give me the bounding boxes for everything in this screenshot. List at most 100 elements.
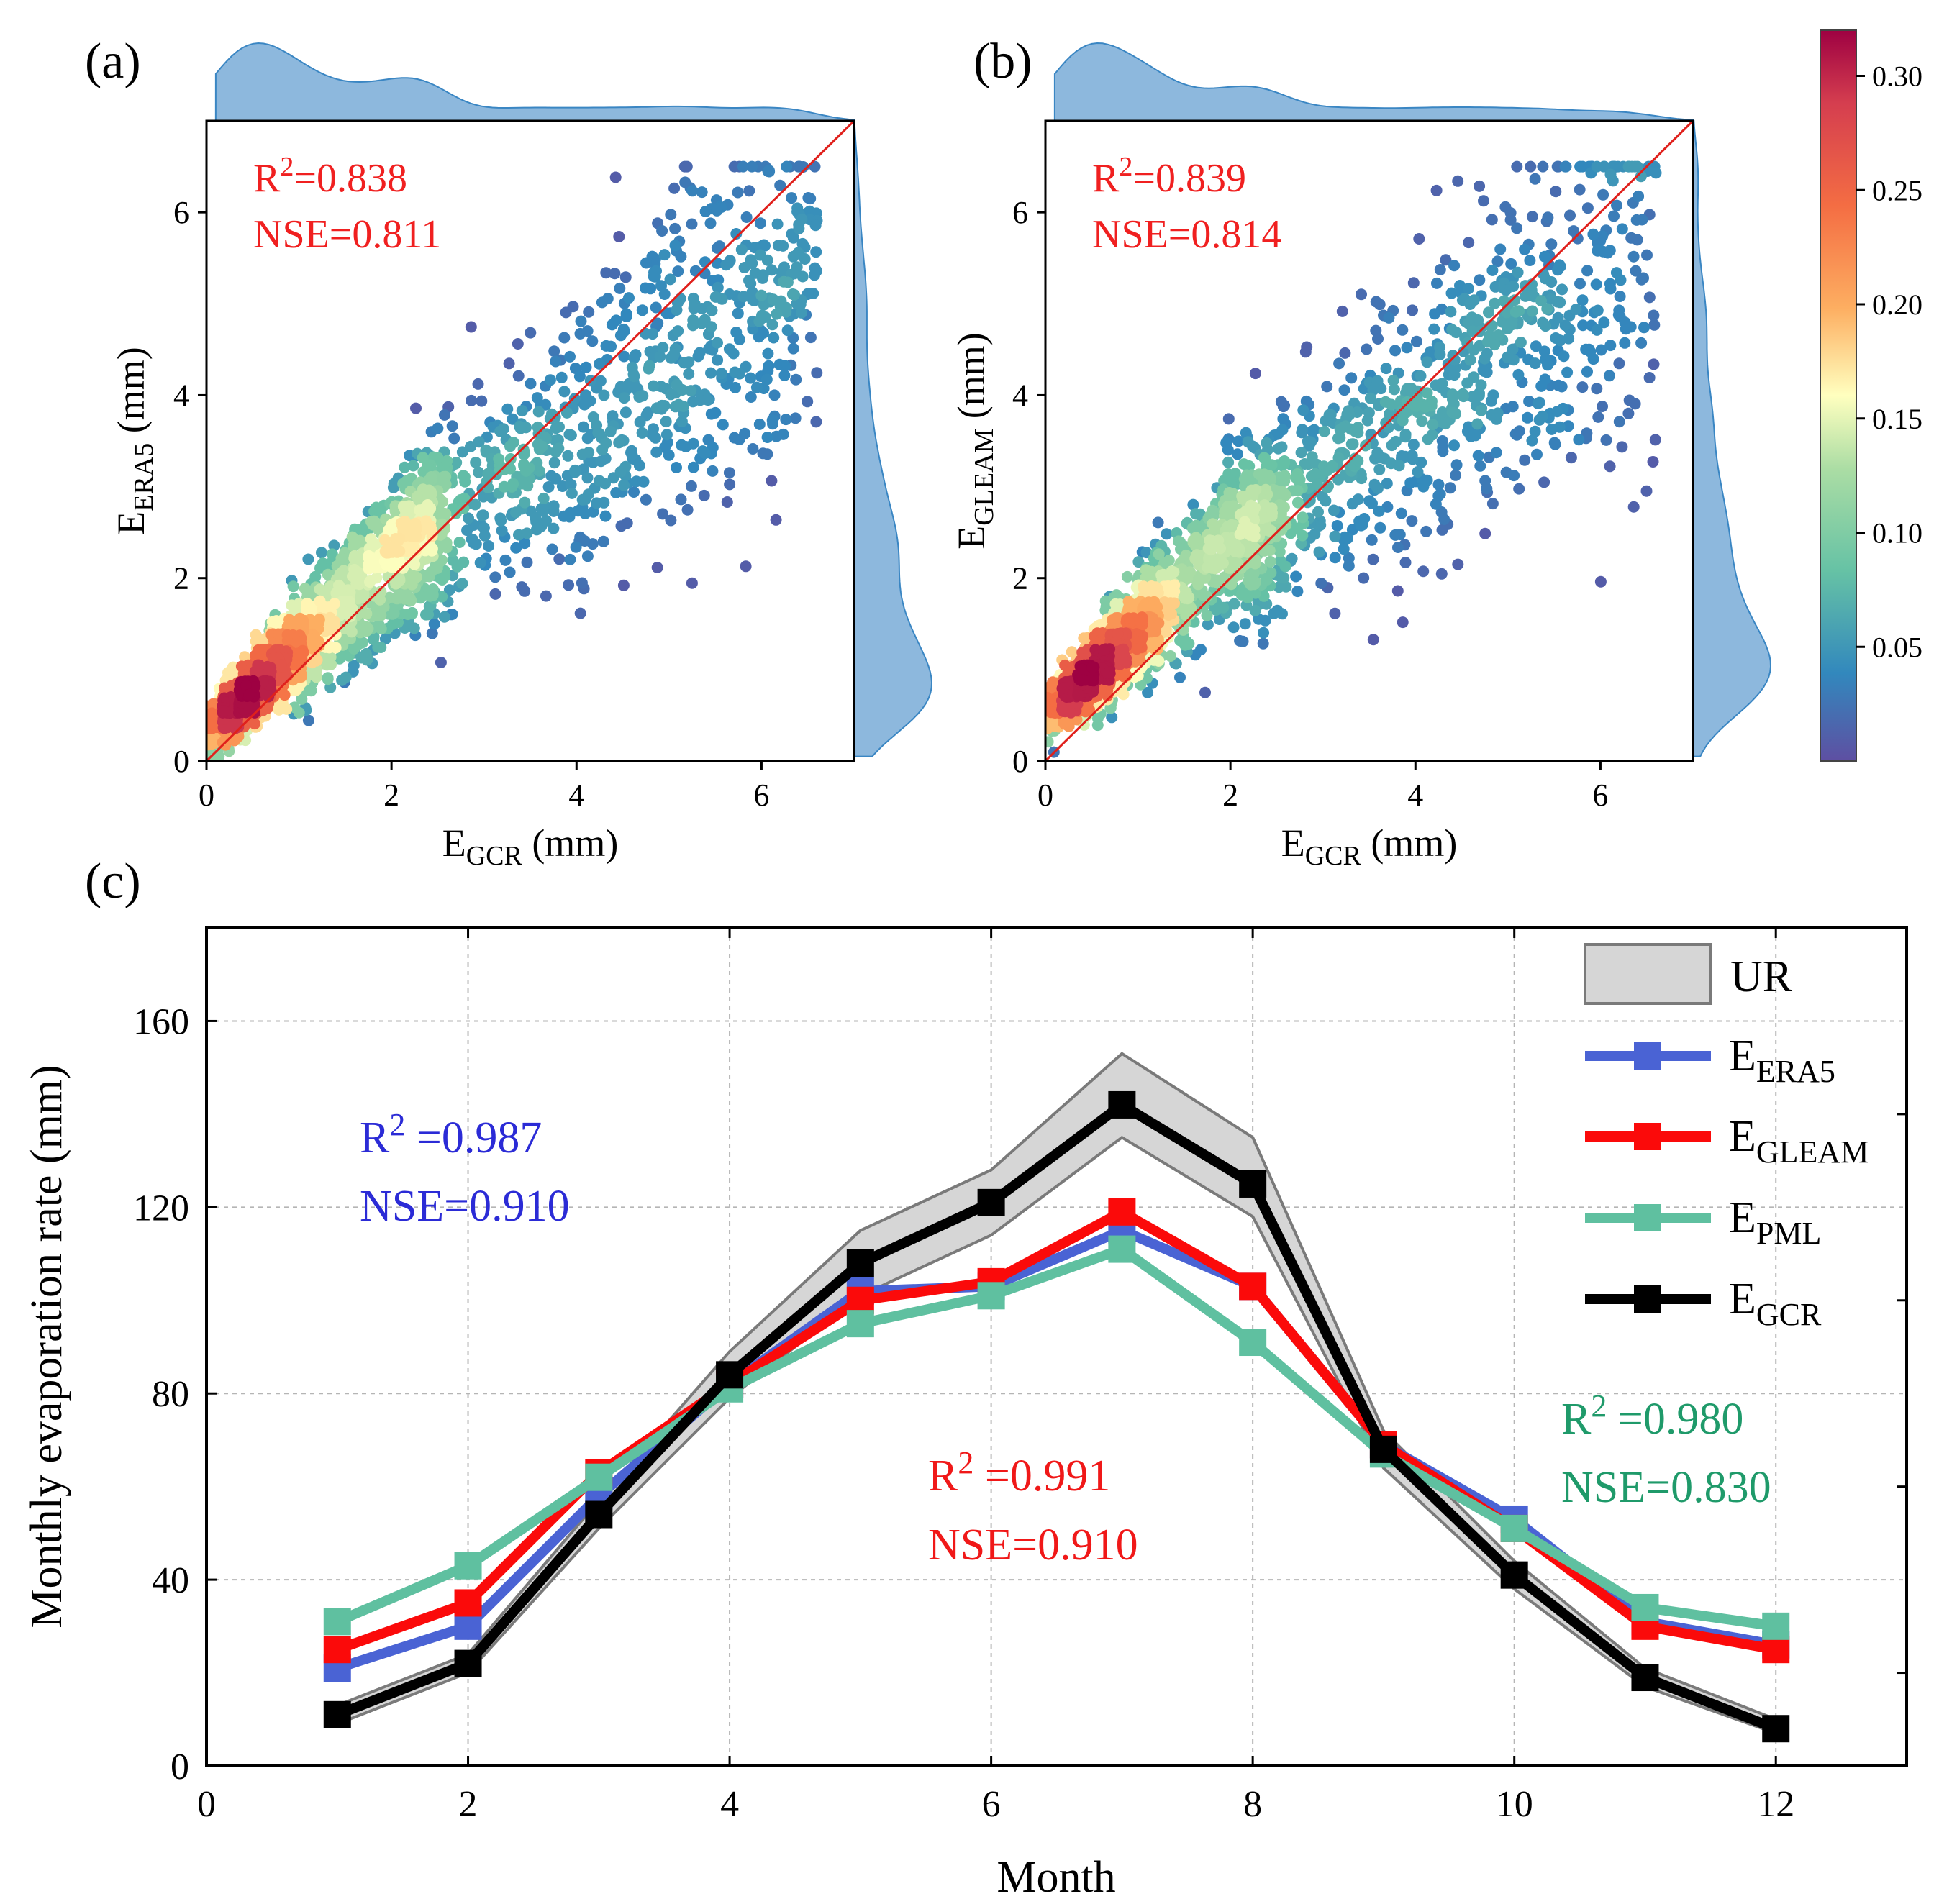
a-scatter-point xyxy=(766,264,778,276)
b-scatter-point xyxy=(1232,435,1245,447)
b-scatter-point xyxy=(1397,324,1409,336)
b-scatter-point xyxy=(1571,232,1584,245)
a-scatter-point xyxy=(425,471,437,483)
b-scatter-point xyxy=(1326,460,1338,472)
b-scatter-point xyxy=(1142,686,1154,698)
a-scatter-point xyxy=(537,492,550,504)
a-scatter-point xyxy=(564,506,576,519)
a-scatter-point xyxy=(473,436,485,448)
b-scatter-point xyxy=(1462,421,1474,433)
b-scatter-point xyxy=(1181,573,1194,585)
a-scatter-point xyxy=(722,257,735,269)
a-scatter-point xyxy=(333,652,345,665)
a-scatter-point xyxy=(709,291,722,303)
b-scatter-point xyxy=(1222,413,1235,425)
a-scatter-point xyxy=(781,276,794,288)
a-scatter-point xyxy=(440,537,453,549)
a-scatter-point xyxy=(353,578,365,591)
a-scatter-point xyxy=(531,392,543,404)
a-scatter-point xyxy=(768,389,781,401)
a-scatter-point xyxy=(391,593,403,605)
b-scatter-point xyxy=(1452,558,1464,570)
a-scatter-point xyxy=(456,446,468,458)
b-scatter-point xyxy=(1491,255,1504,268)
b-scatter-point xyxy=(1058,682,1070,694)
a-x-tick-label: 4 xyxy=(568,778,584,813)
b-scatter-point xyxy=(1245,575,1258,587)
a-scatter-point xyxy=(696,317,708,329)
b-scatter-point xyxy=(1535,380,1548,392)
a-scatter-point xyxy=(555,371,568,383)
a-scatter-point xyxy=(609,268,621,280)
a-scatter-point xyxy=(459,475,471,488)
b-scatter-point xyxy=(1464,354,1476,366)
b-scatter-point xyxy=(1526,434,1538,447)
a-scatter-point xyxy=(668,182,681,194)
b-scatter-point xyxy=(1413,233,1425,245)
b-scatter-point xyxy=(1604,283,1617,295)
b-scatter-point xyxy=(1513,425,1525,437)
b-scatter-point xyxy=(1489,297,1501,309)
b-scatter-point xyxy=(1261,437,1273,449)
a-scatter-point xyxy=(618,392,630,404)
b-scatter-point xyxy=(1417,565,1430,578)
a-scatter-point xyxy=(810,416,822,428)
a-scatter-point xyxy=(789,288,800,301)
b-scatter-point xyxy=(1222,501,1234,512)
a-scatter-point xyxy=(686,577,698,589)
b-scatter-point xyxy=(1250,484,1262,496)
b-scatter-point xyxy=(1448,439,1460,452)
a-scatter-point xyxy=(739,427,751,439)
b-scatter-point xyxy=(1264,555,1276,568)
b-scatter-point xyxy=(1478,195,1489,207)
b-scatter-point xyxy=(1257,637,1269,650)
a-scatter-point xyxy=(275,659,287,671)
b-scatter-point xyxy=(1339,347,1351,359)
a-scatter-point xyxy=(707,465,719,477)
a-scatter-point xyxy=(583,306,595,318)
b-scatter-point xyxy=(1581,265,1594,277)
panel-b-top-density xyxy=(1053,42,1694,122)
a-scatter-point xyxy=(671,304,683,316)
panel-a-x-axis-label: EGCR (mm) xyxy=(442,821,619,871)
a-scatter-point xyxy=(737,160,749,173)
a-scatter-point xyxy=(448,432,460,445)
a-scatter-point xyxy=(797,161,809,173)
b-scatter-point xyxy=(1581,202,1594,214)
b-scatter-point xyxy=(1522,411,1534,424)
b-scatter-point xyxy=(1463,237,1475,249)
a-scatter-point xyxy=(553,421,565,433)
b-scatter-point xyxy=(1526,211,1538,223)
b-scatter-point xyxy=(1202,619,1214,631)
b-scatter-point xyxy=(1338,543,1350,555)
a-scatter-point xyxy=(369,562,381,574)
a-scatter-point xyxy=(504,440,516,452)
a-scatter-point xyxy=(478,521,490,534)
b-scatter-point xyxy=(1474,460,1486,472)
a-scatter-point xyxy=(626,362,638,374)
a-scatter-point xyxy=(618,479,630,491)
a-scatter-point xyxy=(567,301,579,313)
b-scatter-point xyxy=(1412,466,1424,478)
a-scatter-point xyxy=(240,680,252,692)
b-scatter-point xyxy=(1526,305,1538,317)
b-scatter-point xyxy=(1410,335,1422,347)
a-scatter-point xyxy=(342,608,354,620)
a-x-tick-label: 2 xyxy=(383,778,399,813)
b-scatter-point xyxy=(1297,404,1309,416)
b-scatter-point xyxy=(1525,160,1537,173)
a-scatter-point xyxy=(675,250,687,263)
a-scatter-point xyxy=(707,442,719,454)
a-scatter-point xyxy=(357,637,368,649)
a-x-tick-label: 0 xyxy=(199,778,214,813)
b-scatter-point xyxy=(1395,507,1407,519)
a-scatter-point xyxy=(293,706,305,719)
b-scatter-point xyxy=(1513,305,1525,317)
b-scatter-point xyxy=(1422,433,1434,445)
b-scatter-point xyxy=(1513,483,1525,495)
b-scatter-point xyxy=(1227,488,1239,500)
a-scatter-point xyxy=(517,443,530,455)
a-scatter-point xyxy=(570,541,582,553)
b-scatter-point xyxy=(1590,278,1602,291)
b-scatter-point xyxy=(1573,434,1585,446)
